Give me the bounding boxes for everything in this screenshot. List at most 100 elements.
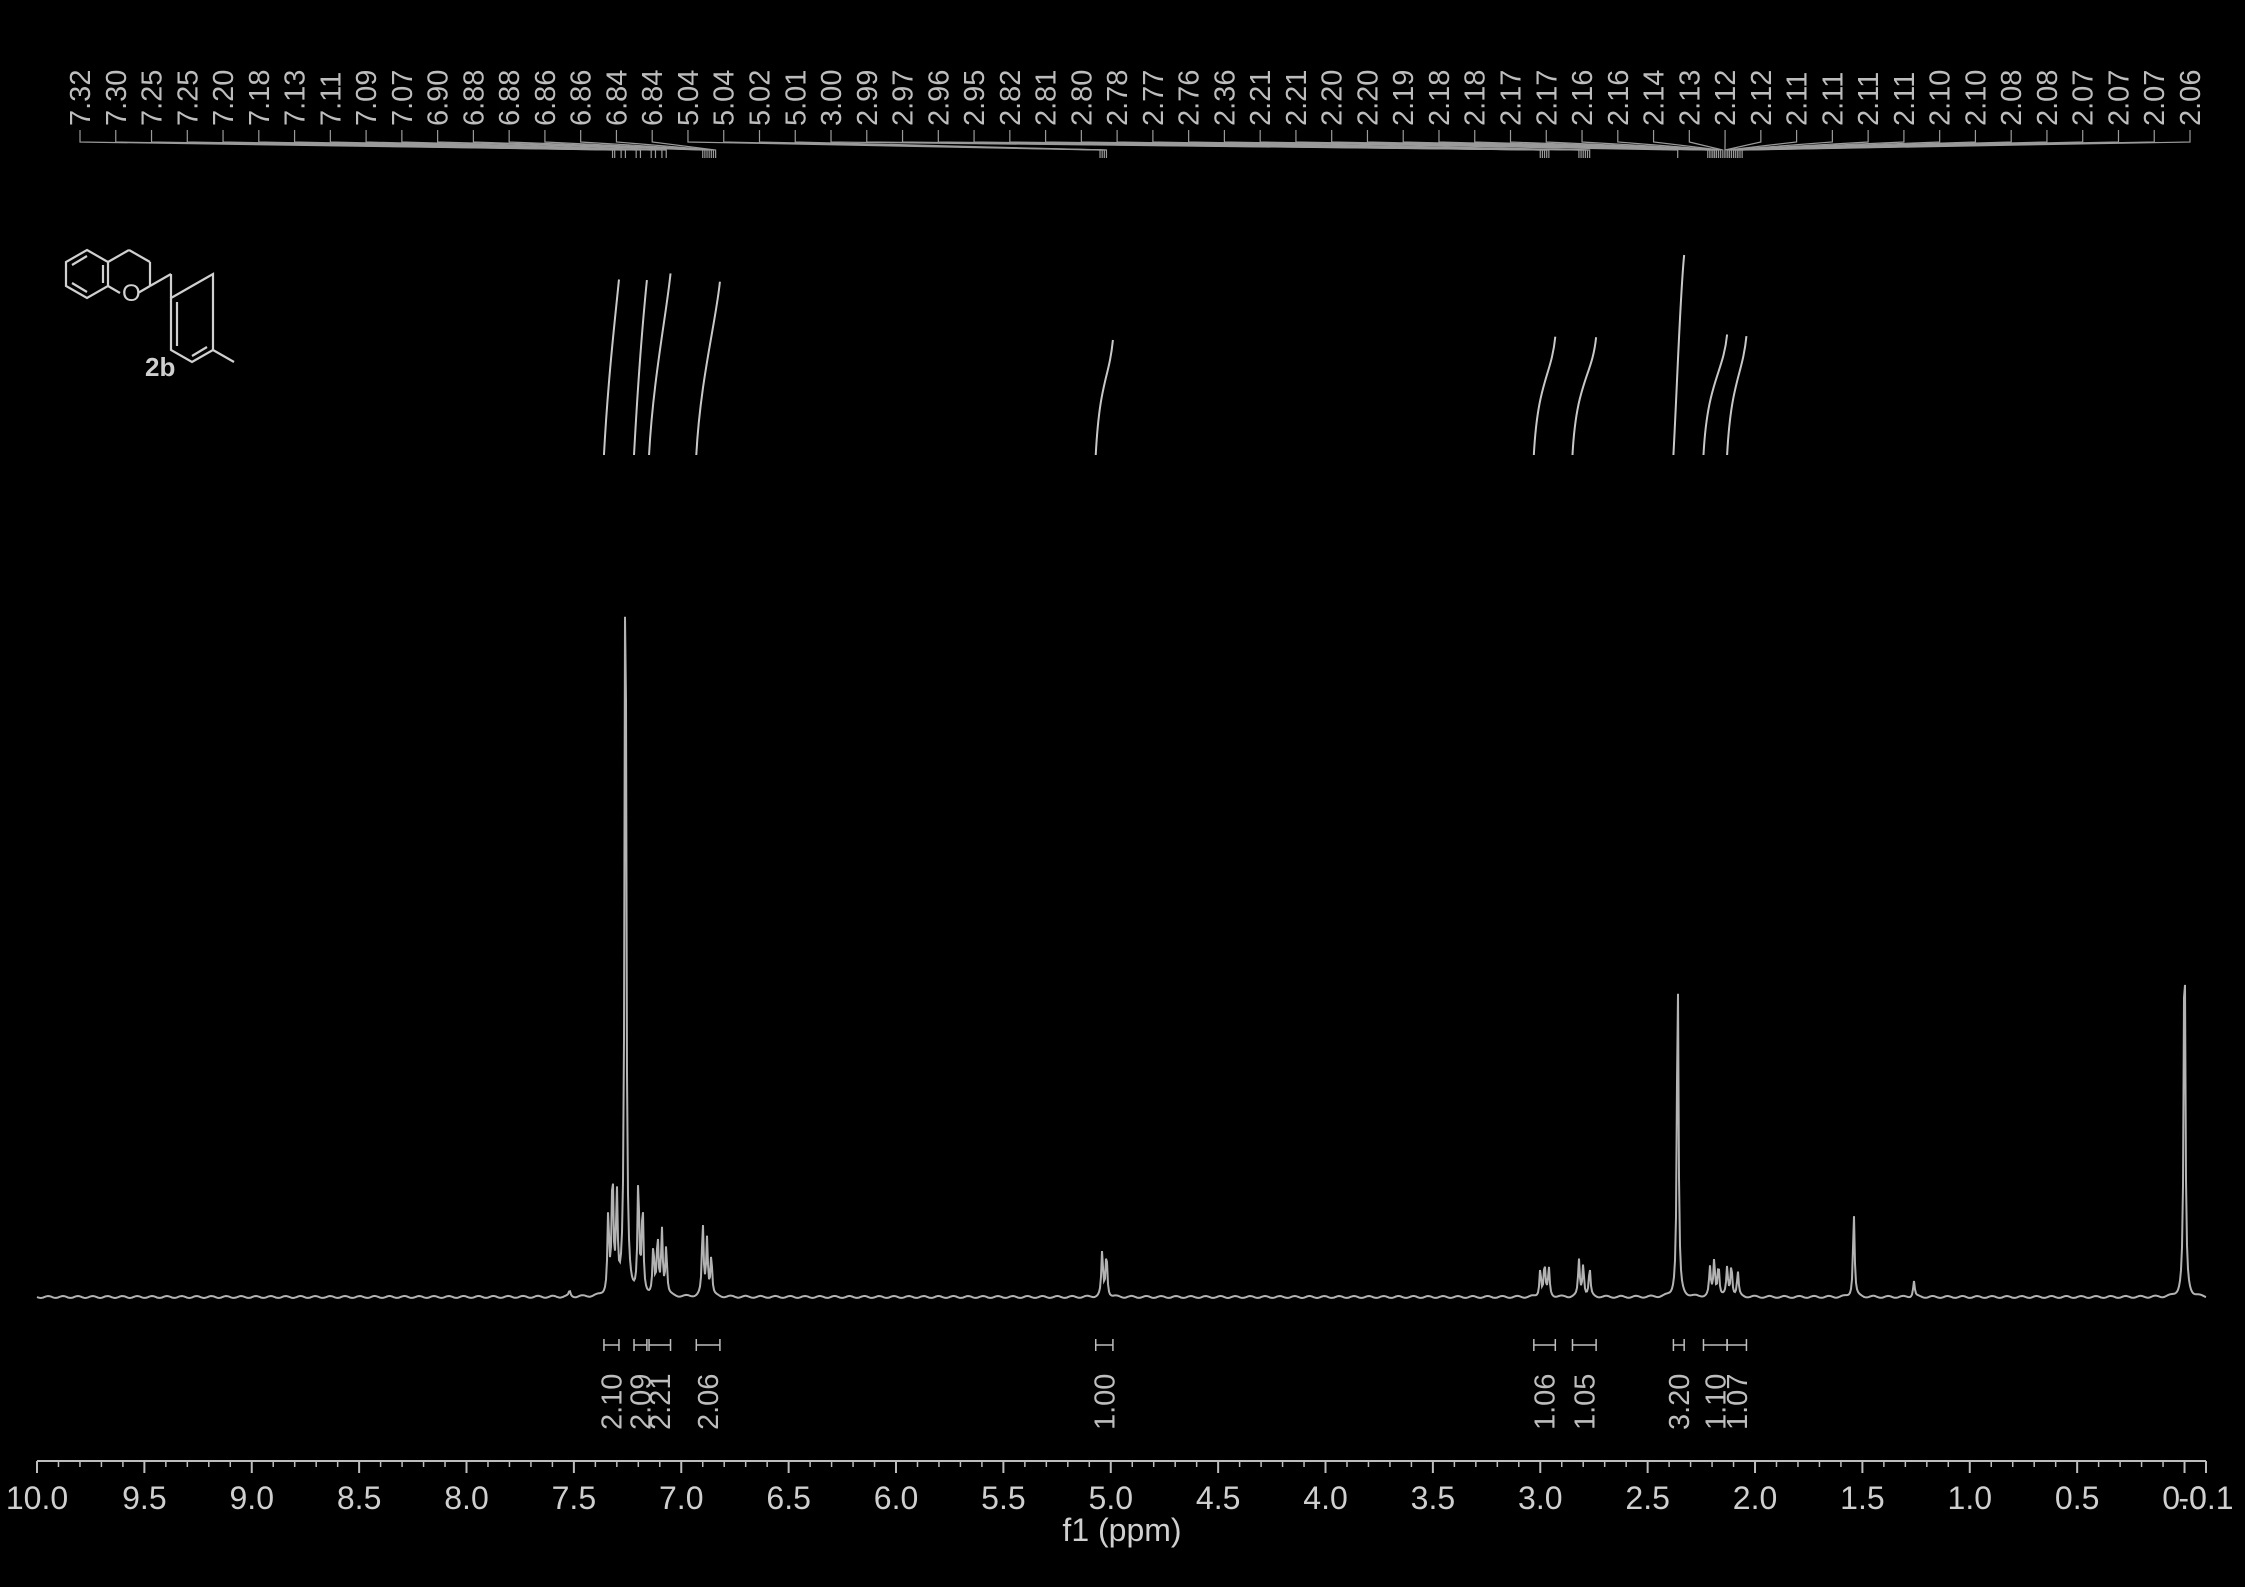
peak-label: 3.00 — [816, 70, 848, 126]
peak-label: 7.20 — [208, 70, 240, 126]
peak-label: 2.17 — [1531, 70, 1563, 126]
peak-label: 7.09 — [351, 70, 383, 126]
peak-label: 5.04 — [673, 70, 705, 126]
peak-label-leader — [1545, 130, 1717, 158]
integral-label: 1.07 — [1722, 1374, 1754, 1430]
peak-label: 2.17 — [1496, 70, 1528, 126]
integral-curve — [1726, 336, 1748, 456]
integral-curve — [633, 279, 648, 456]
x-tick-label: -0.1 — [2178, 1480, 2233, 1516]
peak-label: 2.07 — [2103, 70, 2135, 126]
peak-label-leader — [651, 130, 717, 158]
x-tick-label: 1.5 — [1840, 1480, 1884, 1516]
peak-label-leader — [794, 130, 1108, 158]
peak-label: 2.82 — [995, 70, 1027, 126]
x-tick-label: 0.5 — [2055, 1480, 2099, 1516]
peak-label-leader — [1728, 130, 1905, 158]
structure-aromatic-bond — [71, 282, 88, 293]
peak-label: 2.16 — [1567, 70, 1599, 126]
x-tick-label: 6.5 — [766, 1480, 810, 1516]
integral-label: 3.20 — [1664, 1374, 1696, 1430]
structure-bond — [137, 285, 151, 294]
x-tick-label: 4.5 — [1196, 1480, 1240, 1516]
peak-label: 5.04 — [709, 70, 741, 126]
peak-label: 2.36 — [1209, 70, 1241, 126]
integral-labels: 2.102.092.21 2.06 1.00 1.06 1.05 3.20 1.101.07 — [596, 1374, 1753, 1430]
peak-label-leader — [437, 130, 704, 158]
structure-aromatic-bond — [71, 255, 88, 266]
peak-label: 5.01 — [780, 70, 812, 126]
x-axis-ticks: 10.0 9.5 9.0 8.5 8.0 7.5 7.0 6.5 6.0 5.5 5.0 4.5 4.0… — [6, 1461, 2234, 1516]
peak-label-leader — [1188, 130, 1591, 158]
integral-label: 1.06 — [1530, 1374, 1562, 1430]
structure-bond — [149, 273, 172, 287]
peak-label: 2.18 — [1460, 70, 1492, 126]
peak-label: 2.18 — [1424, 70, 1456, 126]
peak-label-leader — [365, 130, 663, 158]
peak-label: 7.07 — [387, 70, 419, 126]
peak-label-leader — [1726, 130, 1833, 158]
peak-label: 2.08 — [2032, 70, 2064, 126]
peak-label: 2.16 — [1603, 70, 1635, 126]
peak-label: 6.86 — [566, 70, 598, 126]
peak-label: 2.80 — [1066, 70, 1098, 126]
peak-label-leaders — [79, 130, 2191, 158]
peak-label-leader — [508, 130, 708, 158]
peak-label: 2.78 — [1102, 70, 1134, 126]
peak-label: 6.84 — [637, 70, 669, 126]
structure-bond — [107, 285, 121, 294]
peak-label: 2.13 — [1674, 70, 1706, 126]
integral-curve — [695, 281, 721, 456]
peak-label: 6.90 — [423, 70, 455, 126]
peak-label-leader — [1617, 130, 1720, 158]
peak-label: 6.84 — [601, 70, 633, 126]
peak-label: 2.99 — [852, 70, 884, 126]
peak-label: 2.14 — [1639, 70, 1671, 126]
x-tick-label: 9.5 — [122, 1480, 166, 1516]
peak-label: 7.32 — [65, 70, 97, 126]
integral-label: 1.05 — [1569, 1374, 1601, 1430]
spectrum-line — [36, 616, 2207, 1300]
peak-label: 2.12 — [1746, 70, 1778, 126]
integral-curve — [1532, 336, 1557, 456]
integral-marks — [603, 1339, 1748, 1351]
integral-curves — [602, 254, 1748, 456]
x-tick-label: 3.0 — [1518, 1480, 1562, 1516]
structure-aromatic-bond — [191, 346, 208, 357]
peak-label-leader — [1741, 130, 2191, 158]
peak-label: 2.97 — [888, 70, 920, 126]
peak-label-leader — [1474, 130, 1715, 158]
peak-label: 2.20 — [1352, 70, 1384, 126]
compound-label: 2b — [145, 352, 175, 382]
x-tick-label: 5.5 — [981, 1480, 1025, 1516]
peak-label: 2.95 — [959, 70, 991, 126]
structure-oxygen-label: O — [122, 280, 141, 307]
x-tick-label: 2.0 — [1733, 1480, 1777, 1516]
peak-label: 2.76 — [1174, 70, 1206, 126]
peak-label: 2.11 — [1853, 72, 1885, 126]
peak-label-leader — [1652, 130, 1722, 158]
peak-label: 7.25 — [137, 70, 169, 126]
peak-label-leader — [544, 130, 710, 158]
peak-label: 2.21 — [1245, 70, 1277, 126]
peak-label: 7.13 — [280, 70, 312, 126]
peak-label-leader — [1688, 130, 1724, 158]
structure-bond — [212, 349, 235, 363]
peak-label-leader — [580, 130, 712, 158]
peak-label-leader — [472, 130, 706, 158]
peak-label: 2.11 — [1817, 72, 1849, 126]
peak-label: 2.07 — [2068, 70, 2100, 126]
integral-label: 2.10 — [596, 1374, 628, 1430]
x-tick-label: 6.0 — [874, 1480, 918, 1516]
peak-label: 6.88 — [494, 70, 526, 126]
peak-label: 2.96 — [923, 70, 955, 126]
peak-label: 2.10 — [1960, 70, 1992, 126]
peak-labels: 7.32 7.30 7.25 7.25 7.20 7.18 7.13 7.11 7.09 7.07… — [65, 70, 2207, 126]
peak-label: 2.08 — [1996, 70, 2028, 126]
peak-label: 2.77 — [1138, 70, 1170, 126]
integral-label: 2.06 — [693, 1374, 725, 1430]
peak-label: 7.25 — [172, 70, 204, 126]
integral-curve — [1571, 337, 1598, 456]
peak-label: 2.81 — [1031, 70, 1063, 126]
